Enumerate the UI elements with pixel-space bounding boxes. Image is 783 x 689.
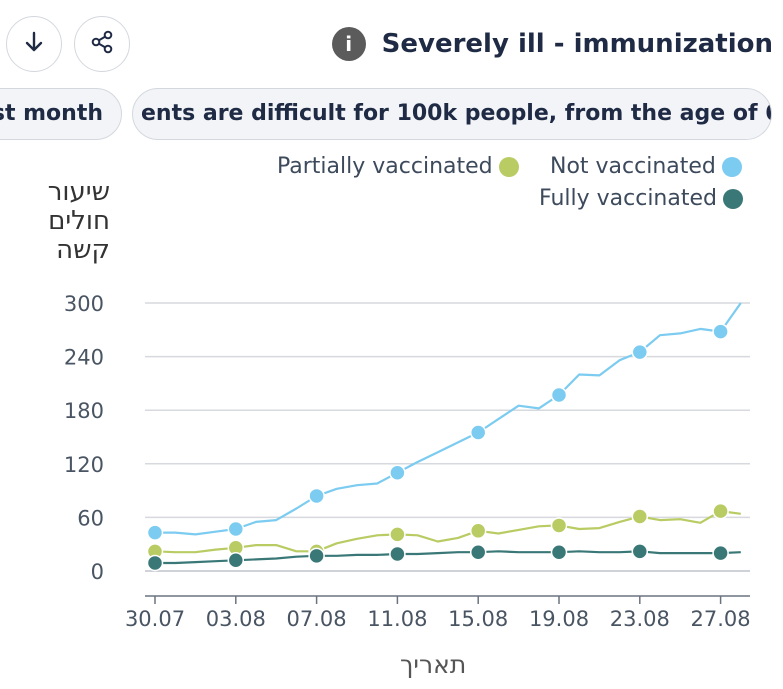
chart-header: i Severely ill - immunization: [331, 27, 773, 61]
y-axis-label: שיעור חולים קשה: [47, 177, 110, 265]
y-tick-label: 180: [64, 399, 104, 423]
data-point: [389, 526, 406, 543]
data-point: [550, 386, 568, 404]
legend-label: Partially vaccinated: [277, 154, 493, 179]
y-tick-label: 60: [77, 506, 104, 530]
data-point: [631, 508, 649, 525]
data-point: [469, 424, 487, 441]
x-tick-label: 15.08: [448, 607, 508, 631]
chart-title: Severely ill - immunization: [381, 29, 773, 59]
data-point: [308, 487, 325, 505]
data-point: [712, 544, 729, 562]
legend-dot: [498, 156, 519, 177]
data-point: [469, 522, 487, 540]
x-tick-label: 03.08: [206, 607, 266, 631]
share-button[interactable]: [74, 16, 130, 72]
legend-item-partially-vaccinated[interactable]: Partially vaccinated: [277, 154, 519, 179]
data-point: [389, 464, 406, 481]
download-icon: [23, 30, 45, 58]
data-point: [227, 520, 245, 538]
legend-dot: [721, 156, 742, 177]
legend-dot: [723, 188, 743, 209]
period-filter-chip[interactable]: st month: [0, 88, 122, 140]
description-filter-chip[interactable]: ents are difficult for 100k people, from…: [132, 88, 772, 140]
y-tick-label: 240: [64, 346, 104, 370]
legend-label: Not vaccinated: [550, 154, 716, 179]
x-tick-label: 30.07: [125, 607, 185, 631]
data-point: [389, 545, 406, 563]
y-tick-label: 0: [91, 560, 104, 584]
data-point: [631, 543, 649, 560]
x-axis-label: תאריך: [400, 650, 467, 679]
x-tick-label: 11.08: [367, 607, 427, 631]
y-tick-label: 120: [64, 453, 104, 477]
y-tick-label: 300: [64, 292, 104, 316]
data-point: [469, 543, 487, 561]
data-point: [146, 524, 164, 541]
info-icon[interactable]: i: [331, 27, 366, 61]
x-tick-label: 07.08: [287, 607, 347, 631]
x-tick-label: 23.08: [610, 607, 670, 631]
download-button[interactable]: [6, 16, 62, 72]
legend-label: Fully vaccinated: [539, 186, 717, 211]
data-point: [712, 502, 729, 520]
data-point: [146, 554, 164, 572]
share-icon: [89, 29, 115, 59]
data-point: [712, 323, 729, 340]
data-point: [550, 517, 568, 534]
legend-item-not-vaccinated[interactable]: Not vaccinated: [550, 154, 742, 179]
data-point: [308, 547, 325, 565]
legend-item-fully-vaccinated[interactable]: Fully vaccinated: [539, 186, 743, 211]
series-line: [155, 302, 742, 536]
x-tick-label: 19.08: [529, 607, 589, 631]
data-point: [550, 543, 568, 561]
data-point: [631, 343, 649, 361]
x-tick-label: 27.08: [691, 607, 751, 631]
data-point: [227, 552, 245, 569]
